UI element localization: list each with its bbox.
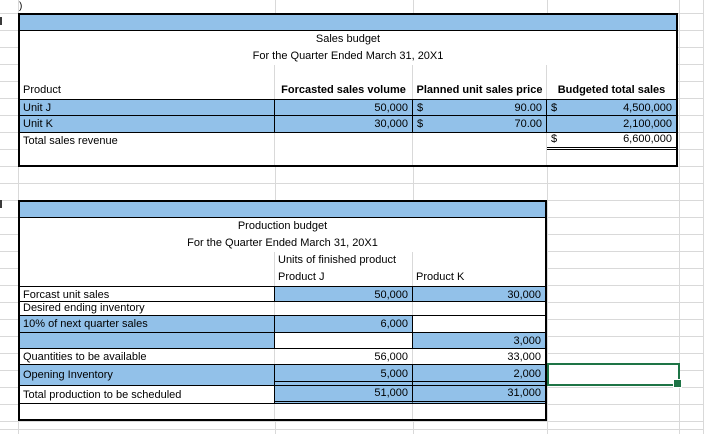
gridline-vertical bbox=[547, 0, 548, 434]
sales-row-unit-j: Unit J 50,000 $ 90.00 $ 4,500,000 bbox=[20, 99, 676, 116]
opening-k[interactable]: 2,000 bbox=[413, 365, 545, 385]
production-budget-table: Production budget For the Quarter Ended … bbox=[18, 200, 547, 421]
production-subtitle-cell[interactable]: For the Quarter Ended March 31, 20X1 bbox=[187, 237, 378, 249]
empty-cell[interactable] bbox=[20, 252, 275, 269]
sales-subtitle-cell[interactable]: For the Quarter Ended March 31, 20X1 bbox=[252, 50, 444, 62]
empty-cell[interactable] bbox=[547, 150, 676, 165]
production-banner-cell[interactable] bbox=[20, 202, 545, 218]
empty-cell[interactable] bbox=[413, 404, 545, 419]
empty-cell[interactable] bbox=[413, 252, 545, 269]
desired-k[interactable] bbox=[413, 302, 545, 315]
production-header-row: Product J Product K bbox=[20, 269, 545, 286]
unit-k-volume[interactable]: 30,000 bbox=[275, 116, 413, 132]
opening-j-value: 5,000 bbox=[275, 365, 412, 382]
sales-col-total[interactable]: Budgeted total sales bbox=[557, 84, 666, 96]
available-k[interactable]: 33,000 bbox=[507, 351, 541, 363]
sales-empty-row bbox=[20, 65, 676, 82]
sales-banner-cell[interactable] bbox=[20, 15, 676, 31]
total-production-j[interactable]: 51,000 bbox=[275, 386, 413, 404]
unit-k-label[interactable]: Unit K bbox=[20, 116, 275, 132]
empty-cell[interactable] bbox=[413, 150, 547, 165]
blank-k[interactable]: 3,000 bbox=[413, 333, 545, 348]
production-units-row: Units of finished product bbox=[20, 252, 545, 269]
sales-row-unit-k: Unit K 30,000 $ 70.00 2,100,000 bbox=[20, 116, 676, 133]
forecast-k[interactable]: 30,000 bbox=[413, 287, 545, 301]
currency-symbol: $ bbox=[417, 118, 424, 130]
clipped-glyph bbox=[0, 17, 2, 25]
units-header-cell[interactable]: Units of finished product bbox=[275, 252, 413, 269]
sales-row-total: Total sales revenue $ 6,600,000 bbox=[20, 133, 676, 150]
fill-handle[interactable] bbox=[673, 379, 682, 388]
currency-symbol: $ bbox=[417, 102, 424, 114]
empty-cell[interactable] bbox=[275, 65, 413, 82]
opening-k-value: 2,000 bbox=[413, 365, 545, 382]
clipped-cell-text[interactable]: ) bbox=[19, 1, 23, 12]
empty-cell[interactable] bbox=[20, 404, 275, 419]
currency-symbol: $ bbox=[551, 102, 558, 114]
blank-label[interactable] bbox=[20, 333, 275, 348]
unit-j-total[interactable]: $ 4,500,000 bbox=[547, 100, 676, 115]
opening-label[interactable]: Opening Inventory bbox=[20, 365, 275, 385]
desired-j[interactable] bbox=[275, 302, 413, 315]
gridline-horizontal bbox=[0, 429, 704, 430]
pct-k[interactable] bbox=[413, 316, 545, 332]
total-production-k[interactable]: 31,000 bbox=[413, 386, 545, 404]
row-total-production: Total production to be scheduled 51,000 … bbox=[20, 386, 545, 404]
sales-col-volume[interactable]: Forcasted sales volume bbox=[275, 82, 413, 99]
empty-cell[interactable] bbox=[413, 65, 547, 82]
active-cell-selection[interactable] bbox=[547, 363, 682, 388]
price-value: 70.00 bbox=[514, 118, 542, 130]
total-value: 4,500,000 bbox=[623, 102, 672, 114]
empty-cell[interactable] bbox=[275, 133, 413, 150]
forecast-j[interactable]: 50,000 bbox=[275, 287, 413, 301]
unit-j-price[interactable]: $ 90.00 bbox=[413, 100, 547, 115]
sales-empty-row bbox=[20, 150, 676, 165]
total-sales-value[interactable]: $ 6,600,000 bbox=[547, 133, 676, 150]
unit-j-volume[interactable]: 50,000 bbox=[275, 100, 413, 115]
empty-cell[interactable] bbox=[20, 269, 275, 286]
desired-label[interactable]: Desired ending inventory bbox=[20, 302, 275, 315]
blank-j[interactable] bbox=[275, 333, 413, 348]
col-product-k[interactable]: Product K bbox=[416, 271, 465, 283]
sales-title-cell[interactable]: Sales budget bbox=[315, 33, 381, 45]
unit-k-price[interactable]: $ 70.00 bbox=[413, 116, 547, 132]
available-j[interactable]: 56,000 bbox=[275, 349, 413, 364]
empty-cell[interactable] bbox=[275, 150, 413, 165]
empty-cell[interactable] bbox=[20, 65, 275, 82]
empty-cell[interactable] bbox=[275, 404, 413, 419]
unit-j-label[interactable]: Unit J bbox=[20, 100, 275, 115]
sales-budget-table: Sales budget For the Quarter Ended March… bbox=[18, 13, 678, 167]
total-production-label[interactable]: Total production to be scheduled bbox=[20, 386, 275, 404]
row-desired-ending-inventory: Desired ending inventory bbox=[20, 302, 545, 316]
sales-col-price[interactable]: Planned unit sales price bbox=[413, 82, 547, 99]
opening-j[interactable]: 5,000 bbox=[275, 365, 413, 385]
currency-symbol: $ bbox=[551, 133, 558, 145]
forecast-label[interactable]: Forcast unit sales bbox=[20, 287, 275, 301]
pct-label[interactable]: 10% of next quarter sales bbox=[20, 316, 275, 332]
row-pct-next-quarter: 10% of next quarter sales 6,000 bbox=[20, 316, 545, 333]
sales-header-row: Product Forcasted sales volume Planned u… bbox=[20, 82, 676, 99]
unit-k-total[interactable]: 2,100,000 bbox=[547, 116, 676, 132]
empty-cell[interactable] bbox=[547, 65, 676, 82]
row-opening-inventory: Opening Inventory 5,000 2,000 bbox=[20, 365, 545, 386]
gridline-vertical bbox=[679, 0, 680, 434]
price-value: 90.00 bbox=[514, 102, 542, 114]
clipped-glyph bbox=[0, 200, 2, 208]
row-forecast-unit-sales: Forcast unit sales 50,000 30,000 bbox=[20, 286, 545, 302]
pct-j[interactable]: 6,000 bbox=[275, 316, 413, 332]
row-blank-blue: 3,000 bbox=[20, 333, 545, 349]
row-quantities-available: Quantities to be available 56,000 33,000 bbox=[20, 349, 545, 365]
total-value: 6,600,000 bbox=[623, 133, 672, 145]
empty-cell[interactable] bbox=[413, 133, 547, 150]
empty-cell[interactable] bbox=[20, 150, 275, 165]
production-empty-row bbox=[20, 404, 545, 419]
available-label[interactable]: Quantities to be available bbox=[20, 349, 275, 364]
col-product-j[interactable]: Product J bbox=[275, 269, 413, 286]
production-title-cell[interactable]: Production budget bbox=[237, 220, 328, 232]
total-sales-label[interactable]: Total sales revenue bbox=[20, 133, 275, 150]
sales-col-product[interactable]: Product bbox=[20, 82, 275, 99]
